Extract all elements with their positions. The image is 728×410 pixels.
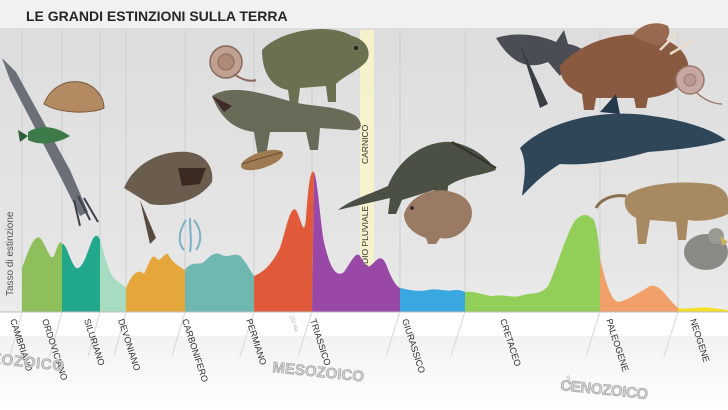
pterosaur-illustration [496, 30, 590, 108]
episode-label-2: CARNICO [360, 124, 370, 164]
ammonite-illustration-left [209, 45, 257, 82]
curve-triassico [312, 172, 400, 312]
top-band [0, 0, 728, 28]
curve-neogene [678, 307, 728, 312]
fish-illustration [18, 127, 70, 144]
triceratops-illustration [560, 23, 695, 110]
dodo-illustration [684, 228, 728, 270]
phytosaur-illustration [338, 141, 497, 214]
thylacine-illustration [594, 182, 728, 244]
animal-illustrations [2, 23, 728, 270]
ma-mark-66: 66 Ma [564, 375, 574, 390]
curve-devoniano [126, 253, 185, 312]
gorgonopsid-illustration [212, 89, 361, 156]
curve-carbonifero [185, 253, 254, 312]
extinction-curve [22, 171, 728, 312]
diagram-title: LE GRANDI ESTINZIONI SULLA TERRA [26, 8, 288, 24]
floor [0, 312, 728, 410]
episode-band [360, 30, 374, 312]
placoderm-illustration [124, 151, 213, 244]
curve-giurassico [400, 288, 465, 312]
brachiopod-illustration [43, 81, 105, 113]
dicynodont-illustration [404, 190, 472, 244]
floor-ribbon [0, 311, 728, 336]
ichthyosaur-illustration [520, 94, 726, 196]
curve-paleogene [600, 258, 678, 312]
ma-mark-252: 252 Ma [288, 315, 299, 333]
curve-cambriano [22, 237, 62, 312]
crinoid-illustration [178, 217, 202, 253]
curve-permiano [254, 171, 314, 312]
curve-cretaceo [465, 215, 600, 312]
curve-ordoviciano [62, 235, 100, 312]
episode-label-1: EPISODIO PLUVIALE [360, 206, 370, 290]
floor-separators [9, 311, 679, 357]
ammonite-illustration-right [675, 65, 723, 105]
y-axis-label: Tasso di estinzione [5, 211, 16, 296]
trilobite-illustration [240, 149, 284, 171]
curve-siluriano [100, 240, 126, 312]
pareiasaur-illustration [262, 28, 369, 104]
